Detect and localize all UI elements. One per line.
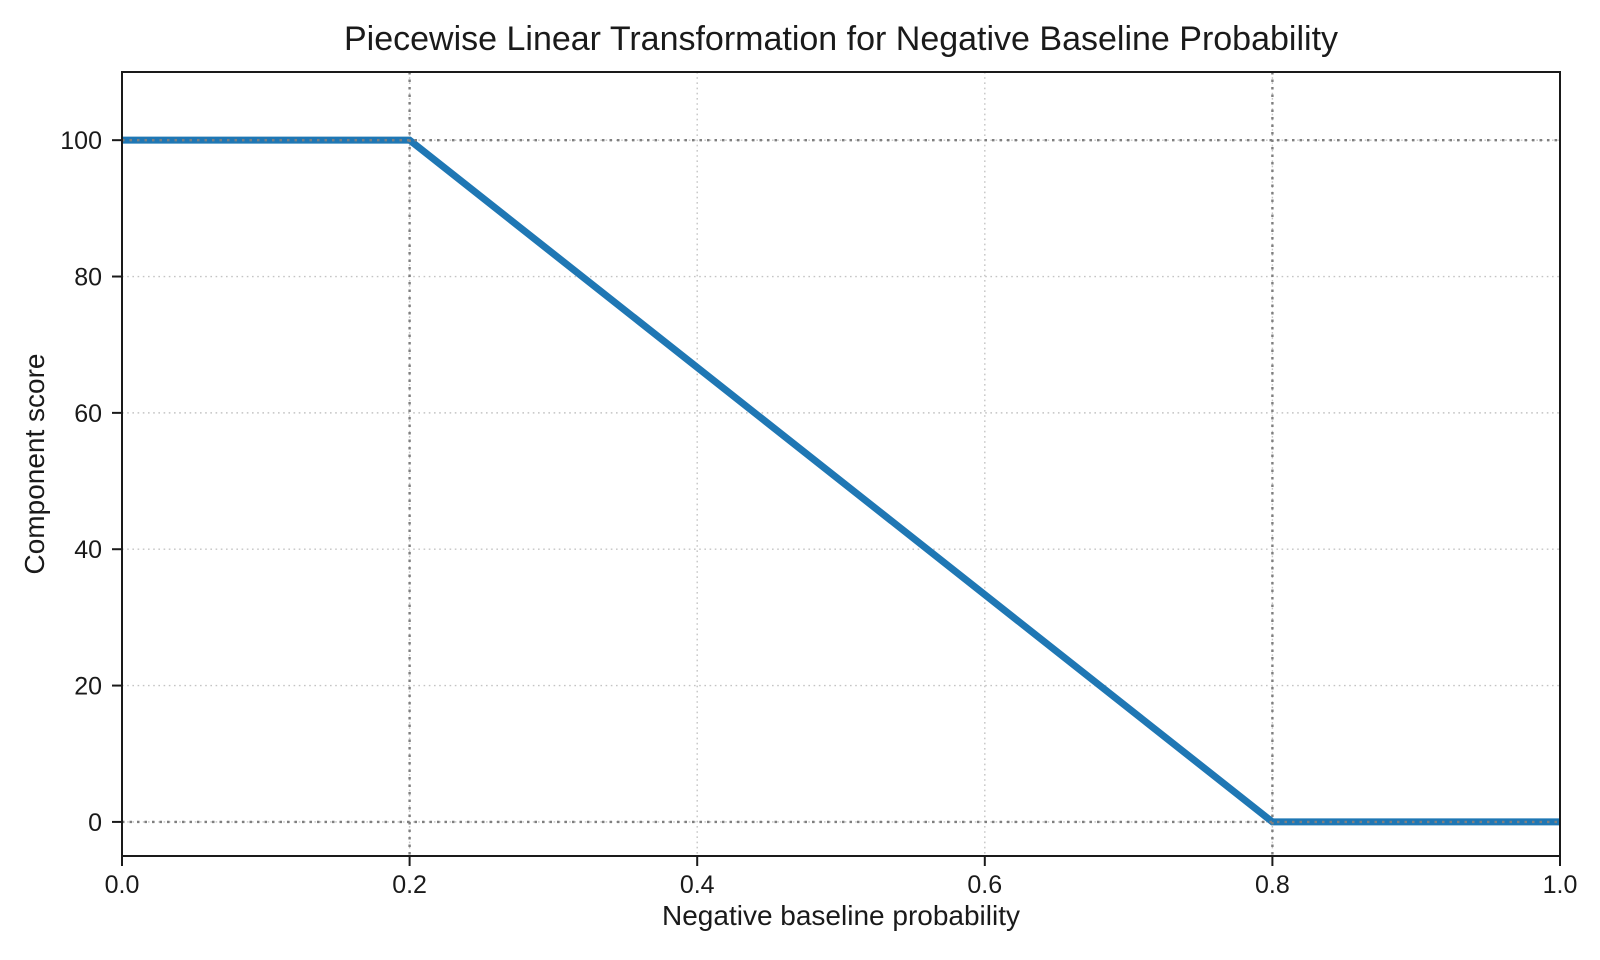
y-axis-label: Component score <box>19 353 50 574</box>
tick-labels-layer: 0.0 0.2 0.4 0.6 0.8 1.0 0 20 40 60 80 100 <box>60 127 1577 899</box>
x-axis-label: Negative baseline probability <box>662 900 1020 931</box>
y-tick-label: 40 <box>74 536 102 564</box>
x-tick-label: 0.2 <box>392 871 427 899</box>
y-tick-label: 100 <box>60 127 102 155</box>
guide-lines-layer <box>122 72 1560 856</box>
x-tick-label: 0.0 <box>105 871 140 899</box>
y-tick-label: 60 <box>74 400 102 428</box>
axes-spines <box>121 71 1561 857</box>
ticks-layer <box>112 139 1561 866</box>
y-tick-label: 80 <box>74 264 102 292</box>
grid-layer <box>121 72 1561 856</box>
x-tick-label: 1.0 <box>1543 871 1578 899</box>
x-tick-label: 0.6 <box>967 871 1002 899</box>
x-tick-label: 0.4 <box>680 871 715 899</box>
y-tick-label: 20 <box>74 673 102 701</box>
series-line-component_score <box>122 136 1560 826</box>
series-layer <box>122 136 1560 826</box>
y-tick-label: 0 <box>88 809 102 837</box>
x-tick-label: 0.8 <box>1255 871 1290 899</box>
chart-title: Piecewise Linear Transformation for Nega… <box>344 20 1338 58</box>
spines-layer <box>121 71 1561 857</box>
